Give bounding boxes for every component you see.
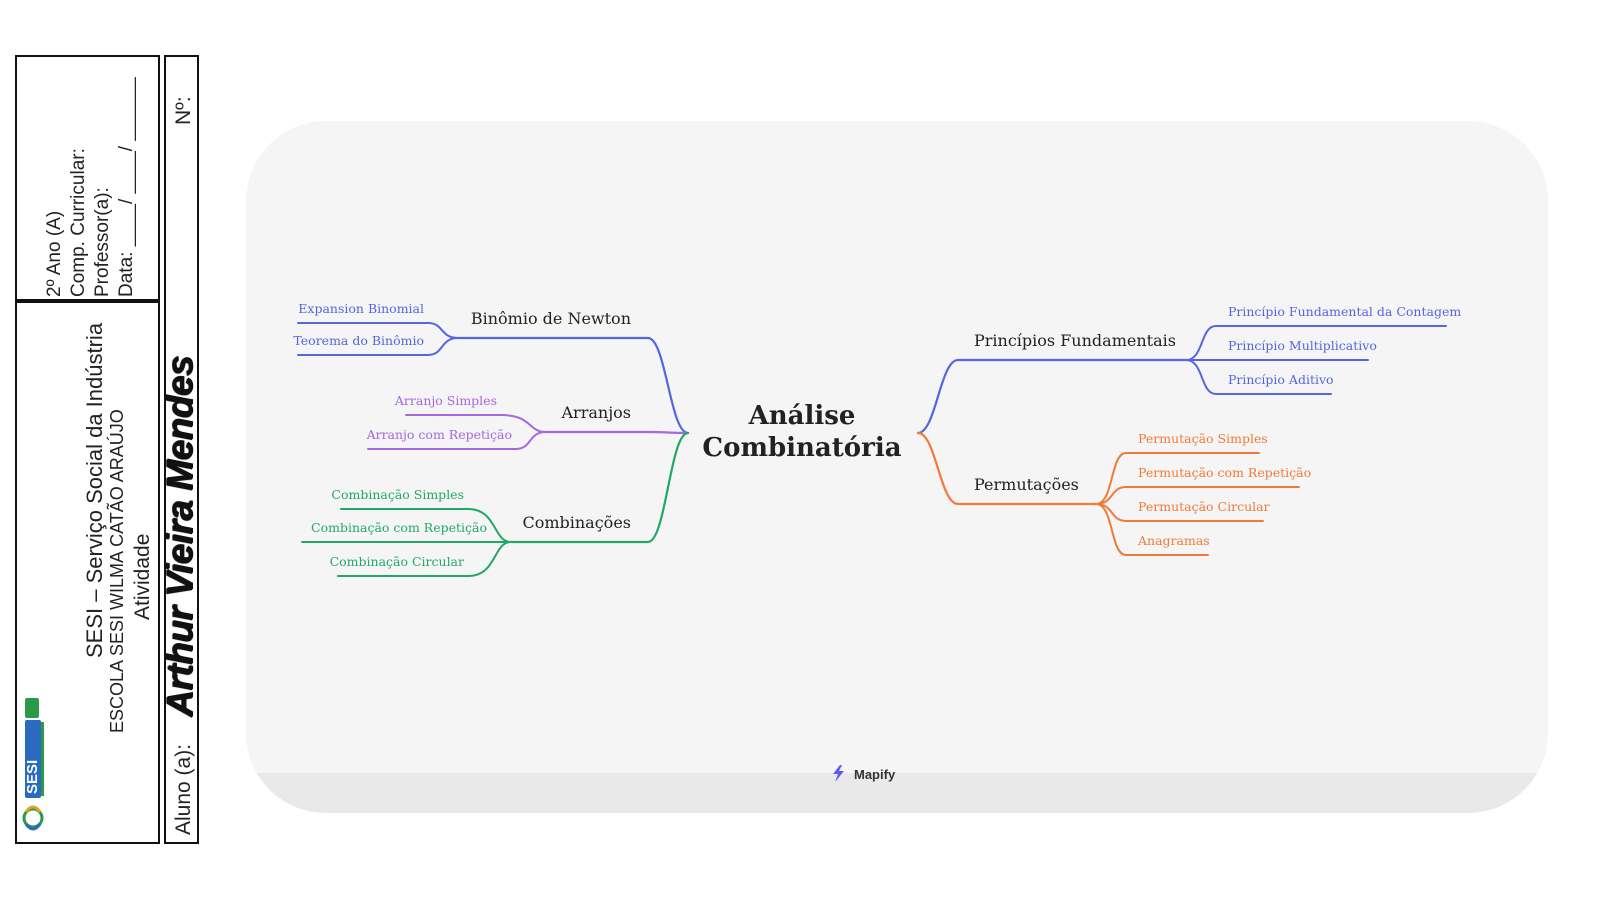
mapify-logo: Mapify [833, 765, 896, 782]
leaf-node-2-2: Combinação Circular [330, 554, 464, 569]
branch-node-2: Combinações [522, 513, 631, 532]
leaf-connector-1-0 [405, 414, 547, 433]
leaf-connector-3-0 [1185, 325, 1447, 361]
connector-1 [544, 430, 690, 435]
header-meta-box: 2º Ano (A) Comp. Curricular: Professor(a… [15, 55, 160, 301]
student-name: Arthur Vieira Mendes [159, 356, 200, 717]
mapify-brand: Mapify [854, 767, 896, 782]
mindmap-canvas: Binômio de Newton Expansion Binomial Teore… [293, 301, 1461, 782]
leaf-node-4-2: Permutação Circular [1138, 499, 1270, 514]
leaf-connector-4-3 [1095, 503, 1209, 556]
meta-subject: Comp. Curricular: [68, 148, 89, 297]
leaf-node-1-1: Arranjo com Repetição [366, 427, 512, 442]
leaf-connector-0-1 [297, 337, 459, 356]
branch-node-4: Permutações [974, 475, 1079, 494]
leaf-node-3-1: Princípio Multiplicativo [1228, 338, 1377, 353]
meta-class: 2º Ano (A) [44, 210, 65, 297]
leaf-node-1-0: Arranjo Simples [394, 393, 497, 408]
number-label: Nº: [172, 96, 195, 125]
activity-title: Atividade [131, 533, 154, 620]
leaf-connector-2-2 [337, 541, 512, 577]
student-label: Aluno (a): [172, 743, 195, 835]
mindmap-card: Binômio de Newton Expansion Binomial Teore… [246, 121, 1548, 813]
leaf-node-0-1: Teorema do Binômio [293, 333, 424, 348]
school-logo: SESI [20, 690, 46, 835]
connector-2 [509, 431, 690, 544]
branch-node-1: Arranjos [561, 403, 632, 422]
leaf-node-4-1: Permutação com Repetição [1138, 465, 1311, 480]
leaf-node-2-1: Combinação com Repetição [311, 520, 487, 535]
leaf-node-0-0: Expansion Binomial [298, 301, 424, 316]
branch-node-3: Princípios Fundamentais [974, 331, 1176, 350]
leaf-node-2-0: Combinação Simples [331, 487, 464, 502]
connector-0 [456, 336, 690, 435]
connector-3 [916, 358, 1188, 435]
connector-4 [916, 431, 1098, 506]
leaf-node-3-2: Princípio Aditivo [1228, 372, 1334, 387]
mapify-bolt-icon [833, 765, 844, 782]
branch-node-0: Binômio de Newton [471, 309, 631, 328]
meta-teacher: Professor(a): [92, 187, 113, 297]
leaf-connector-0-0 [297, 322, 459, 339]
leaf-connector-4-1 [1095, 486, 1300, 505]
logo-text: SESI [24, 760, 41, 794]
leaf-node-4-3: Anagramas [1137, 533, 1210, 548]
leaf-connector-4-0 [1095, 452, 1260, 505]
leaf-node-3-0: Princípio Fundamental da Contagem [1228, 304, 1461, 319]
leaf-connector-1-1 [367, 431, 547, 450]
leaf-connector-3-2 [1185, 359, 1332, 395]
student-box: Aluno (a): Arthur Vieira Mendes Nº: [159, 55, 200, 844]
central-node-line1: Análise [748, 401, 856, 431]
school-unit: ESCOLA SESI WILMA CATÃO ARAÚJO [107, 409, 127, 733]
leaf-node-4-0: Permutação Simples [1138, 431, 1268, 446]
meta-date: Data: ____/ ____/ ______ [116, 77, 137, 297]
central-node-line2: Combinatória [702, 433, 901, 463]
mindmap-footer [246, 773, 1548, 813]
school-name: SESI – Serviço Social da Indústria [82, 322, 107, 658]
leaf-connector-2-0 [340, 508, 512, 543]
